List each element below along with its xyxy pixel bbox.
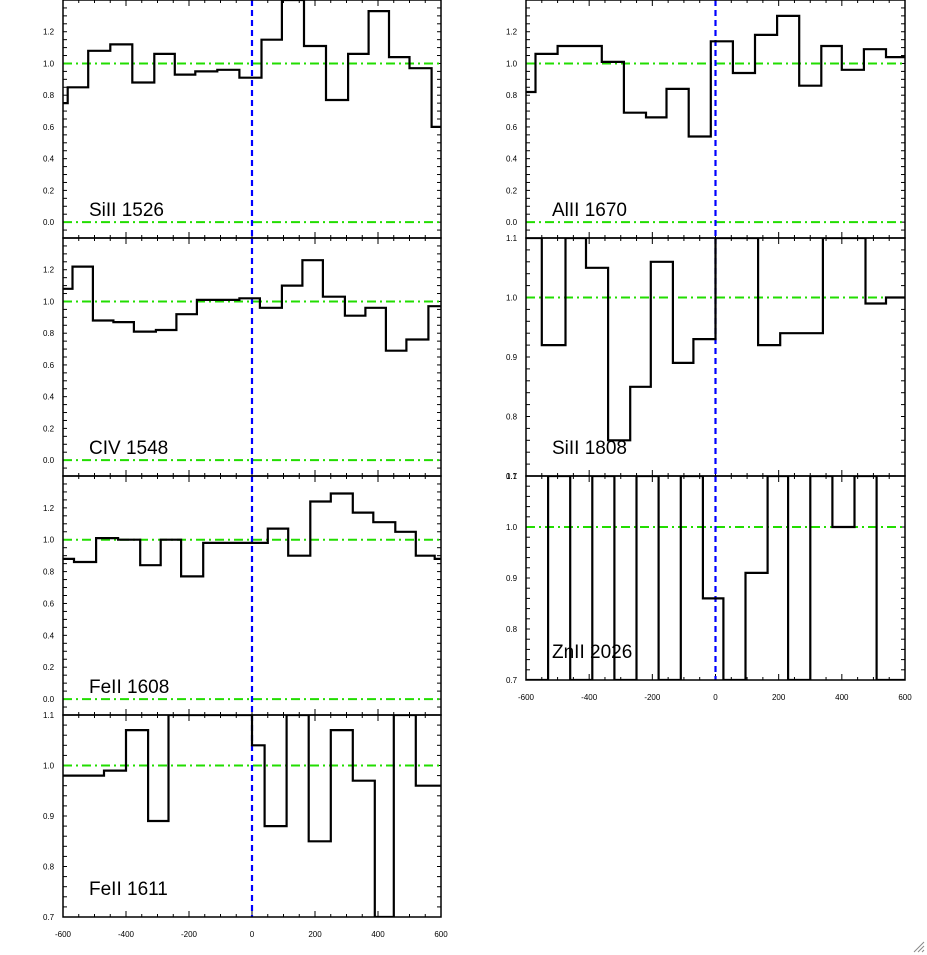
y-tick-label: 0.4 <box>43 393 55 402</box>
panel-znii-2026: 0.7 0.8 0.9 1.0 1.1 -600 -400 -200 0 200 400 600 Zn… <box>506 472 912 702</box>
y-tick-label: 1.1 <box>43 711 55 720</box>
y-tick-label: 1.0 <box>506 523 518 532</box>
y-tick-label: 1.1 <box>506 472 518 481</box>
y-tick-label: 1.0 <box>506 59 518 68</box>
spectrum-line <box>63 0 441 128</box>
panel-frame <box>62 714 442 918</box>
y-tick-label: 1.1 <box>506 234 518 243</box>
ion-label: AlII 1670 <box>552 200 627 221</box>
y-tick-label: 0.9 <box>506 574 518 583</box>
x-tick-label: 0 <box>250 930 255 939</box>
ion-label: SiII 1808 <box>552 438 627 459</box>
x-tick-label: 600 <box>434 930 448 939</box>
y-tick-label: 0.0 <box>506 218 518 227</box>
panel-feii-1611: 0.7 0.8 0.9 1.0 1.1 -600 -400 -200 0 200 400 600 Fe… <box>43 711 448 939</box>
ion-label: SiII 1526 <box>89 200 164 221</box>
x-tick-label: 600 <box>898 693 912 702</box>
spectrum-line <box>526 476 905 680</box>
x-tick-label: 400 <box>371 930 385 939</box>
y-tick-label: 0.4 <box>43 155 55 164</box>
x-tick-label: 400 <box>835 693 849 702</box>
panel-frame <box>525 475 906 681</box>
y-tick-label: 0.7 <box>506 472 518 481</box>
ion-label: FeII 1611 <box>89 879 168 900</box>
y-tick-label: 1.2 <box>43 28 55 37</box>
y-tick-label: 1.0 <box>43 59 55 68</box>
y-tick-label: 0.6 <box>43 599 55 608</box>
y-tick-label: 0.6 <box>43 123 55 132</box>
panel-feii-1608: 0.0 0.2 0.4 0.6 0.8 1.0 1.2 FeII 1608 <box>43 475 442 716</box>
y-tick-label: 0.0 <box>43 218 55 227</box>
x-tick-label: 200 <box>308 930 322 939</box>
panel-siii-1808: 0.7 0.8 0.9 1.0 1.1 SiII 1808 <box>506 234 906 481</box>
y-tick-label: 0.2 <box>43 186 55 195</box>
ion-label: ZnII 2026 <box>552 642 632 663</box>
y-tick-label: 0.7 <box>506 676 518 685</box>
x-tick-label: -600 <box>518 693 535 702</box>
y-tick-label: 0.8 <box>506 625 518 634</box>
y-tick-label: 0.9 <box>43 812 55 821</box>
y-tick-label: 0.8 <box>506 413 518 422</box>
x-tick-label: -600 <box>55 930 72 939</box>
y-tick-label: 0.9 <box>506 353 518 362</box>
ion-label: CIV 1548 <box>89 438 168 459</box>
x-tick-label: -200 <box>644 693 661 702</box>
spectrum-line <box>63 715 441 917</box>
spectrum-line <box>63 492 441 578</box>
y-tick-label: 0.2 <box>43 663 55 672</box>
y-tick-label: 1.0 <box>43 762 55 771</box>
x-tick-label: -400 <box>118 930 135 939</box>
y-tick-label: 0.0 <box>43 456 55 465</box>
ion-label: FeII 1608 <box>89 677 169 698</box>
y-tick-label: 0.8 <box>506 91 518 100</box>
resize-grip-icon[interactable] <box>911 939 925 953</box>
y-tick-label: 0.4 <box>506 155 518 164</box>
x-tick-label: 0 <box>713 693 718 702</box>
y-tick-label: 1.2 <box>506 28 518 37</box>
x-tick-label: 200 <box>772 693 786 702</box>
y-tick-label: 1.2 <box>43 504 55 513</box>
y-tick-label: 0.8 <box>43 863 55 872</box>
y-tick-label: 0.6 <box>43 361 55 370</box>
panel-alii-1670: 0.0 0.2 0.4 0.6 0.8 1.0 1.2 AlII 1670 <box>506 0 906 239</box>
y-tick-label: 0.7 <box>43 913 55 922</box>
spectrum-line <box>526 14 905 138</box>
y-tick-label: 1.0 <box>43 297 55 306</box>
y-tick-label: 1.2 <box>43 266 55 275</box>
y-tick-label: 0.0 <box>43 695 55 704</box>
y-tick-label: 0.2 <box>43 424 55 433</box>
y-tick-label: 0.4 <box>43 631 55 640</box>
y-tick-label: 0.2 <box>506 186 518 195</box>
y-tick-label: 0.8 <box>43 329 55 338</box>
y-tick-label: 1.0 <box>43 536 55 545</box>
spectrum-line <box>63 259 441 352</box>
y-tick-label: 0.8 <box>43 568 55 577</box>
panel-civ-1548: 0.0 0.2 0.4 0.6 0.8 1.0 1.2 CIV 1548 <box>43 237 442 477</box>
spectrum-line <box>526 238 905 442</box>
x-tick-label: -400 <box>581 693 598 702</box>
y-tick-label: 0.8 <box>43 91 55 100</box>
x-tick-label: -200 <box>181 930 198 939</box>
y-tick-label: 1.0 <box>506 294 518 303</box>
panel-siii-1526: 0.0 0.2 0.4 0.6 0.8 1.0 1.2 SiII 1526 <box>43 0 442 239</box>
y-tick-label: 0.6 <box>506 123 518 132</box>
